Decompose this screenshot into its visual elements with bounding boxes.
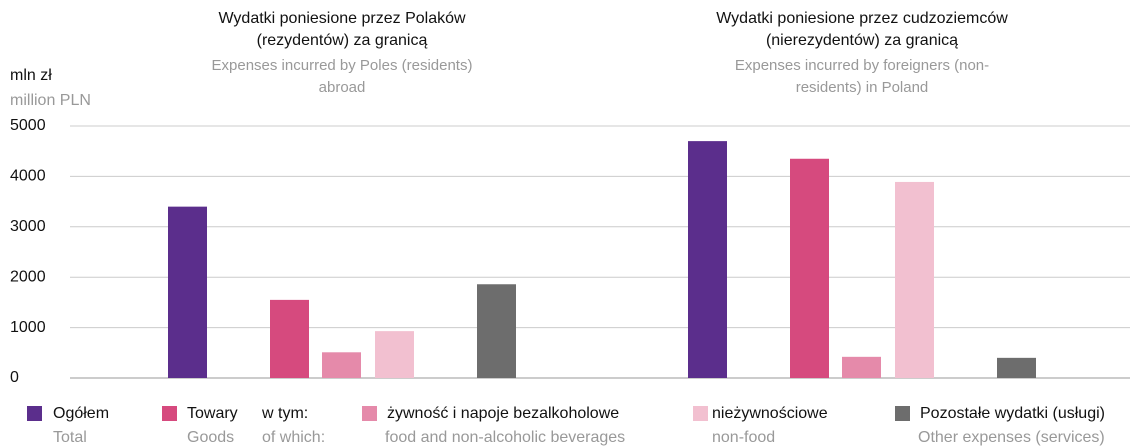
y-tick-label: 0 xyxy=(10,369,19,386)
legend-label-en: food and non-alcoholic beverages xyxy=(385,429,625,446)
bar xyxy=(842,356,881,378)
legend-label-en: non-food xyxy=(712,429,775,446)
legend-swatch xyxy=(693,406,708,421)
y-tick-label: 1000 xyxy=(10,319,46,336)
bar xyxy=(168,206,207,378)
bar xyxy=(375,331,414,378)
legend-label: Pozostałe wydatki (usługi) xyxy=(920,405,1105,422)
y-tick-label: 4000 xyxy=(10,168,46,185)
y-tick-label: 2000 xyxy=(10,268,46,285)
legend-swatch xyxy=(362,406,377,421)
group-title-en: Expenses incurred by Poles (residents) a… xyxy=(211,57,473,96)
legend-label: Towary xyxy=(187,405,238,422)
legend-label: żywność i napoje bezalkoholowe xyxy=(387,405,619,422)
bar xyxy=(270,299,309,378)
y-axis-label: mln zł xyxy=(10,67,52,84)
bar xyxy=(997,357,1036,378)
legend-label: Ogółem xyxy=(53,405,109,422)
legend-swatch xyxy=(895,406,910,421)
legend-note-en: of which: xyxy=(262,429,325,446)
legend-label-en: Goods xyxy=(187,429,234,446)
legend-label-en: Other expenses (services) xyxy=(918,429,1105,446)
legend-label-en: Total xyxy=(53,429,87,446)
bar xyxy=(895,181,934,378)
y-axis-label-en: million PLN xyxy=(10,92,91,109)
legend-label: nieżywnościowe xyxy=(712,405,828,422)
bar xyxy=(322,352,361,378)
bar xyxy=(477,284,516,378)
bar xyxy=(790,158,829,378)
group-title-en: Expenses incurred by foreigners (non-res… xyxy=(734,57,990,96)
legend-swatch xyxy=(27,406,42,421)
y-tick-label: 3000 xyxy=(10,218,46,235)
legend-note: w tym: xyxy=(261,405,308,422)
legend-swatch xyxy=(162,406,177,421)
bar xyxy=(688,141,727,378)
group-title: Wydatki poniesione przez Polaków (rezyde… xyxy=(218,10,466,49)
group-title: Wydatki poniesione przez cudzoziemców (n… xyxy=(716,10,1008,49)
y-tick-label: 5000 xyxy=(10,117,46,134)
